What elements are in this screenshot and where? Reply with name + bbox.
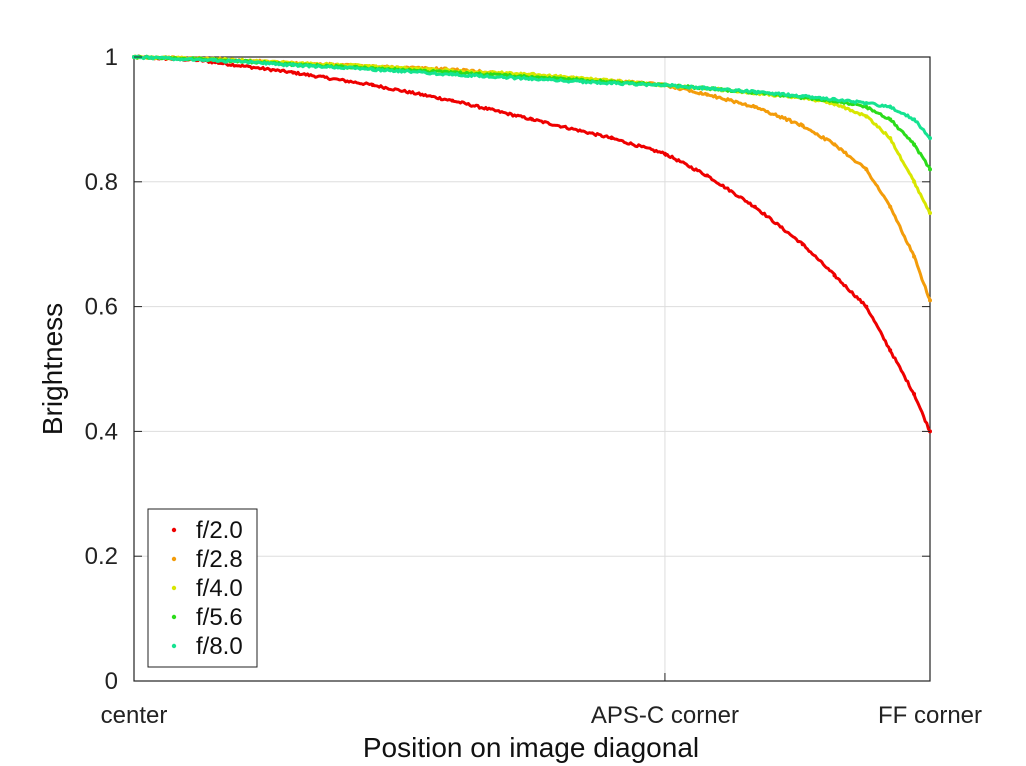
series-line [133,54,932,433]
x-axis-title: Position on image diagonal [363,732,699,763]
legend-items: f/2.0f/2.8f/4.0f/5.6f/8.0 [171,517,243,660]
legend-box [147,508,258,668]
legend-marker [171,527,177,533]
y-tick-label: 0.2 [85,543,118,570]
legend-label: f/5.6 [196,604,243,631]
y-tick-label: 1 [105,44,118,71]
legend-label: f/4.0 [196,575,243,602]
series-line [133,54,932,140]
x-axis-ticks: center APS-C corner FF corner [101,673,982,729]
y-tick-label: 0.8 [85,169,118,196]
y-tick-label: 0 [105,668,118,695]
legend-label: f/8.0 [196,633,243,660]
legend-label: f/2.0 [196,517,243,544]
legend: f/2.0f/2.8f/4.0f/5.6f/8.0 [147,508,258,668]
series-f-2-0 [132,54,932,434]
legend-marker [171,556,177,562]
legend-marker [171,614,177,620]
y-tick-label: 0.4 [85,418,118,445]
grid [134,57,930,681]
legend-label: f/2.8 [196,546,243,573]
x-tick-label: center [101,702,168,729]
y-axis-ticks: 0 0.2 0.4 0.6 0.8 1 [85,44,930,695]
x-tick-label: FF corner [878,702,982,729]
series-layer [132,54,932,434]
x-tick-label: APS-C corner [591,702,739,729]
y-tick-label: 0.6 [85,294,118,321]
legend-marker [171,585,177,591]
plot-frame [133,56,931,682]
series-f-2-8 [132,54,932,303]
series-line [133,54,932,301]
y-axis-title: Brightness [37,303,68,435]
series-f-8-0 [132,54,932,141]
legend-marker [171,643,177,649]
